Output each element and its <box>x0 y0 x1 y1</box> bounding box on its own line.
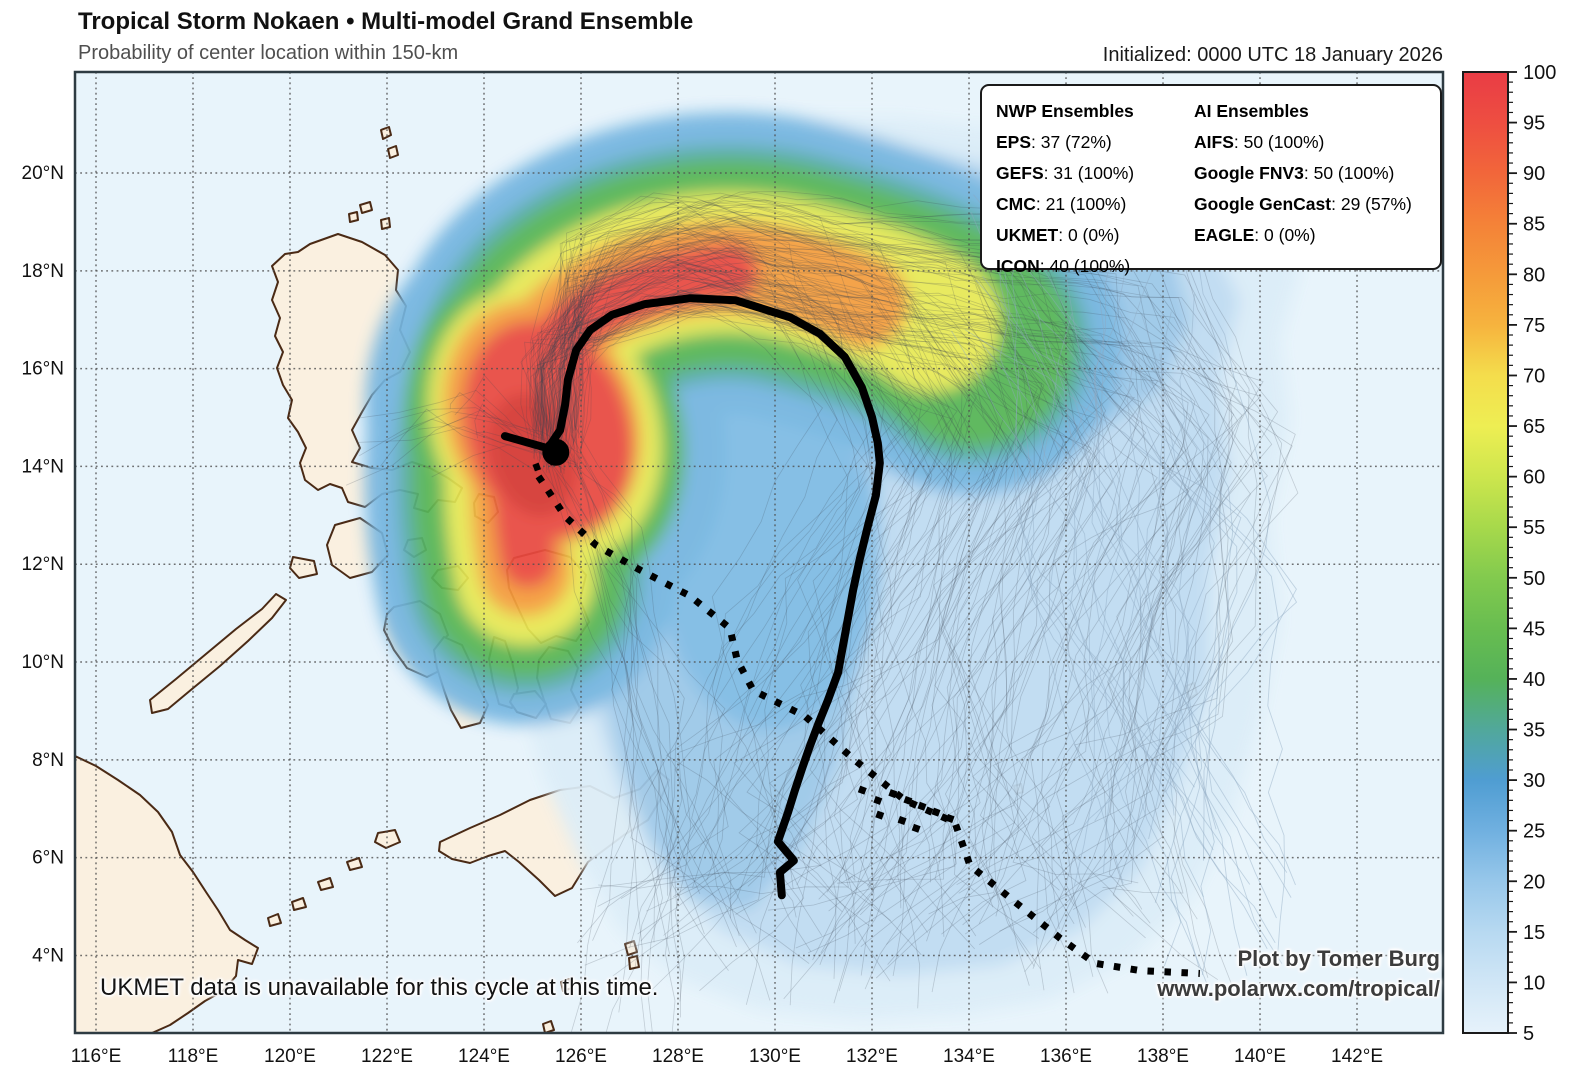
ensemble-mean-track-dotted <box>527 456 1201 977</box>
legend-entry-eps: EPS: 37 (72%) <box>996 132 1112 152</box>
legend-entry-google-fnv3: Google FNV3: 50 (100%) <box>1194 163 1395 183</box>
dotted-branch-point <box>857 785 867 795</box>
legend-entry-gefs: GEFS: 31 (100%) <box>996 163 1135 183</box>
dotted-branch-point <box>911 823 921 833</box>
dotted-branch-point <box>931 807 941 817</box>
legend-entry-eagle: EAGLE: 0 (0%) <box>1194 225 1316 245</box>
map-frame <box>73 70 1445 1035</box>
storm-current-position-dot <box>542 438 570 466</box>
land-polygon <box>359 201 373 214</box>
ensemble-legend: NWP Ensembles EPS: 37 (72%) GEFS: 31 (100… <box>980 84 1442 276</box>
land-polygon <box>348 211 359 223</box>
legend-entry-google-gencast: Google GenCast: 29 (57%) <box>1194 194 1412 214</box>
dotted-branch-point <box>917 801 927 811</box>
lat-tick-label: 10°N <box>22 652 64 673</box>
land-polygon <box>380 217 391 230</box>
lon-tick-label: 136°E <box>1040 1046 1092 1067</box>
land-polygon <box>387 145 399 159</box>
lon-tick-label: 126°E <box>555 1046 607 1067</box>
credit-url: www.polarwx.com/tropical/ <box>1157 976 1440 1001</box>
lon-tick-label: 138°E <box>1137 1046 1189 1067</box>
lon-tick-label: 116°E <box>71 1046 122 1067</box>
lon-tick-label: 140°E <box>1234 1046 1286 1067</box>
lon-tick-label: 132°E <box>846 1046 898 1067</box>
legend-nwp-title: NWP Ensembles <box>996 101 1134 121</box>
land-polygon <box>560 978 573 992</box>
ukmet-unavailable-note: UKMET data is unavailable for this cycle… <box>100 974 659 1001</box>
lon-tick-label: 142°E <box>1331 1046 1383 1067</box>
ensemble-member-tracks <box>345 183 1299 1033</box>
dotted-branch-point <box>897 815 907 825</box>
lat-tick-label: 20°N <box>22 163 64 184</box>
credit-author: Plot by Tomer Burg <box>1237 946 1441 971</box>
lat-tick-label: 12°N <box>22 554 64 575</box>
page-subtitle: Probability of center location within 15… <box>78 42 459 64</box>
legend-entry-ukmet: UKMET: 0 (0%) <box>996 225 1120 245</box>
lon-tick-label: 134°E <box>943 1046 995 1067</box>
land-polygon <box>317 877 334 891</box>
lon-tick-label: 118°E <box>168 1046 219 1067</box>
legend-ai-title: AI Ensembles <box>1194 101 1309 121</box>
lon-tick-label: 128°E <box>652 1046 704 1067</box>
legend-ai-column: AI Ensembles AIFS: 50 (100%) Google FNV3:… <box>1194 96 1426 258</box>
legend-entry-cmc: CMC: 21 (100%) <box>996 194 1127 214</box>
init-time-label: Initialized: 0000 UTC 18 January 2026 <box>1102 44 1443 66</box>
lon-tick-label: 130°E <box>749 1046 801 1067</box>
land-polygon <box>75 755 259 1033</box>
dotted-branch-point <box>945 814 955 824</box>
lat-tick-label: 14°N <box>22 456 64 477</box>
lat-tick-label: 4°N <box>32 945 64 966</box>
land-polygon <box>628 955 640 970</box>
land-polygon <box>267 913 282 927</box>
lat-tick-label: 16°N <box>22 359 64 380</box>
land-polygon <box>380 126 392 140</box>
land-polygon <box>291 897 307 911</box>
lat-tick-label: 8°N <box>32 750 64 771</box>
land-polygon <box>624 940 638 956</box>
dotted-branch-point <box>873 795 883 805</box>
lon-tick-label: 120°E <box>264 1046 316 1067</box>
land-polygon <box>542 1020 555 1033</box>
credit-block: Plot by Tomer Burg www.polarwx.com/tropi… <box>1157 944 1440 1004</box>
land-polygon <box>346 857 363 871</box>
lon-tick-label: 124°E <box>458 1046 510 1067</box>
legend-entry-icon: ICON: 40 (100%) <box>996 256 1131 276</box>
dotted-branch-point <box>903 795 913 805</box>
lat-tick-label: 6°N <box>32 848 64 869</box>
lat-tick-label: 18°N <box>22 261 64 282</box>
dotted-branch-point <box>875 810 885 820</box>
land-polygon <box>149 593 287 714</box>
ensemble-mean-track-solid <box>500 294 884 900</box>
page-title: Tropical Storm Nokaen • Multi-model Gran… <box>78 8 694 35</box>
land-polygon <box>374 829 401 849</box>
dotted-branch-point <box>888 789 898 799</box>
lon-tick-label: 122°E <box>361 1046 413 1067</box>
legend-entry-aifs: AIFS: 50 (100%) <box>1194 132 1325 152</box>
legend-nwp-column: NWP Ensembles EPS: 37 (72%) GEFS: 31 (100… <box>996 96 1194 276</box>
